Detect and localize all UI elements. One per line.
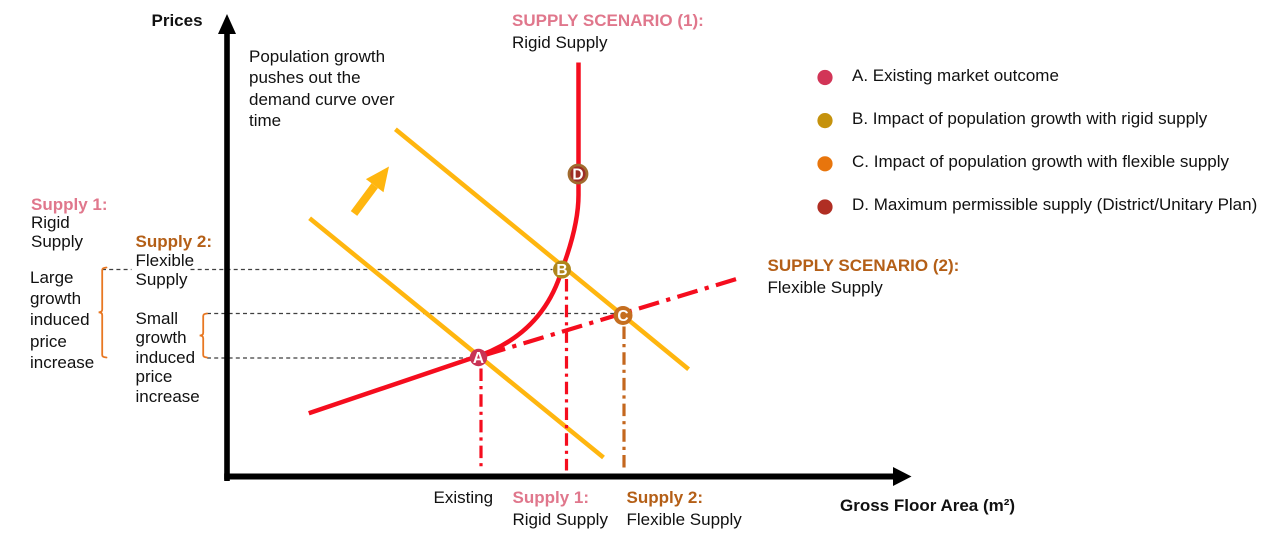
svg-text:C: C (617, 308, 628, 325)
svg-text:D: D (572, 167, 583, 184)
svg-text:B: B (556, 262, 567, 279)
svg-text:A: A (473, 350, 484, 367)
